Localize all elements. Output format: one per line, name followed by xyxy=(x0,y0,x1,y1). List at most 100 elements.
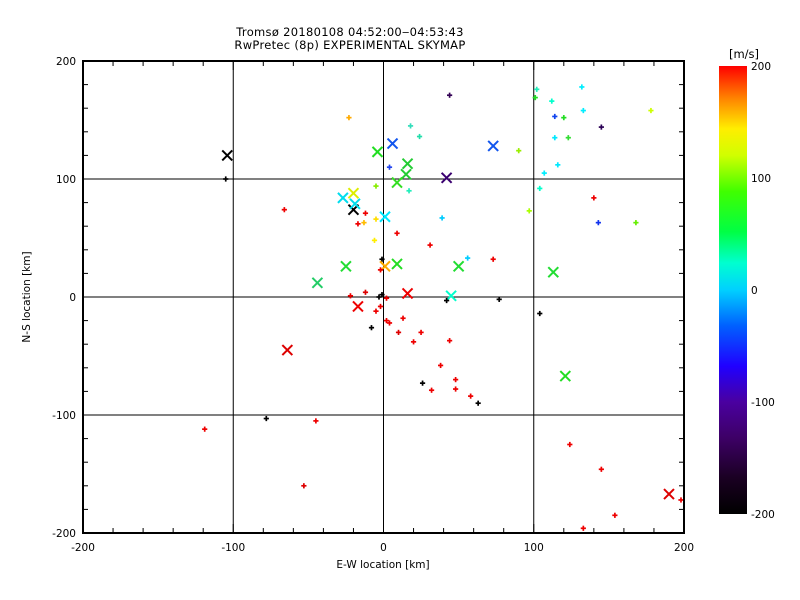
data-point xyxy=(552,135,558,141)
data-point xyxy=(373,183,379,189)
data-point xyxy=(526,208,532,214)
colorbar-tick-label: 200 xyxy=(751,61,771,73)
y-tick-label: -200 xyxy=(52,528,76,540)
data-point xyxy=(440,172,453,184)
data-point xyxy=(371,237,378,243)
title-line-2: RwPretec (8p) EXPERIMENTAL SKYMAP xyxy=(234,38,466,52)
data-point xyxy=(347,293,354,299)
data-point xyxy=(301,483,307,489)
x-tick-label: 0 xyxy=(380,542,387,554)
data-point xyxy=(496,296,502,302)
data-point xyxy=(281,344,294,356)
data-point xyxy=(371,146,384,158)
data-point xyxy=(362,289,369,295)
data-point xyxy=(379,256,385,262)
data-point xyxy=(678,497,684,503)
data-point xyxy=(549,98,555,104)
data-point xyxy=(427,242,433,248)
data-point xyxy=(447,338,453,344)
data-point xyxy=(465,255,471,261)
data-point xyxy=(395,329,402,335)
data-point xyxy=(221,149,233,162)
data-point xyxy=(355,221,361,227)
data-point xyxy=(633,220,639,226)
data-point xyxy=(391,176,403,189)
data-point xyxy=(383,318,390,324)
data-point xyxy=(555,162,561,168)
data-point xyxy=(516,148,522,154)
data-point xyxy=(648,107,654,114)
data-point xyxy=(400,315,406,321)
data-point xyxy=(368,325,375,331)
grid-lines xyxy=(83,61,684,533)
data-point xyxy=(418,329,424,335)
data-point xyxy=(407,123,414,129)
data-point xyxy=(406,188,412,194)
data-point xyxy=(552,113,558,120)
data-point xyxy=(537,185,543,192)
data-point xyxy=(379,292,385,298)
data-point xyxy=(373,308,379,314)
data-point xyxy=(361,220,367,226)
data-point xyxy=(579,84,585,90)
data-point xyxy=(598,466,604,472)
data-point xyxy=(580,525,586,531)
data-point xyxy=(447,92,453,98)
data-point xyxy=(377,303,384,310)
x-tick-label: 100 xyxy=(524,542,544,554)
data-point xyxy=(490,256,496,262)
data-point xyxy=(452,260,465,273)
colorbar-gradient xyxy=(719,66,747,514)
data-point xyxy=(437,362,444,369)
data-point xyxy=(202,426,208,432)
y-tick-label: 100 xyxy=(56,174,76,186)
data-point xyxy=(532,94,538,101)
x-tick-label: -100 xyxy=(221,542,245,554)
data-point xyxy=(379,211,391,223)
data-point xyxy=(595,220,601,226)
data-points xyxy=(202,84,684,531)
data-point xyxy=(612,512,618,518)
axis-tick-labels: -200 -100 0 100 200 -200 -100 0 100 200 xyxy=(52,56,694,554)
data-point xyxy=(468,393,474,399)
data-point xyxy=(263,415,269,422)
data-point xyxy=(439,215,445,221)
data-point xyxy=(349,198,361,210)
data-point xyxy=(377,267,384,273)
title-line-1: Tromsø 20180108 04:52:00‒04:53:43 xyxy=(236,25,464,39)
data-point xyxy=(313,418,319,424)
data-point xyxy=(453,377,459,383)
y-tick-label: 200 xyxy=(56,56,76,68)
data-point xyxy=(401,287,414,300)
data-point xyxy=(416,133,423,140)
data-point xyxy=(410,339,417,345)
data-point xyxy=(311,277,324,289)
data-point xyxy=(453,386,459,392)
data-point xyxy=(559,370,572,382)
data-point xyxy=(386,164,393,170)
data-point xyxy=(386,320,393,326)
data-point xyxy=(386,137,399,150)
data-point xyxy=(383,295,390,301)
axis-ticks xyxy=(82,60,685,534)
data-point xyxy=(419,380,426,386)
data-point xyxy=(337,192,349,204)
data-point xyxy=(567,441,573,448)
data-point xyxy=(547,266,559,278)
data-point xyxy=(352,300,364,313)
data-point xyxy=(347,187,360,199)
colorbar-tick-label: 100 xyxy=(751,173,771,185)
data-point xyxy=(663,488,675,500)
data-point xyxy=(561,115,567,121)
colorbar-unit-label: [m/s] xyxy=(729,47,759,61)
y-tick-label: 0 xyxy=(69,292,76,304)
data-point xyxy=(445,290,457,302)
data-point xyxy=(376,294,382,300)
data-point xyxy=(444,297,450,304)
figure-title: Tromsø 20180108 04:52:00‒04:53:43 RwPret… xyxy=(0,26,700,52)
data-point xyxy=(541,170,547,176)
x-tick-label: 200 xyxy=(674,542,694,554)
y-tick-label: -100 xyxy=(52,410,76,422)
